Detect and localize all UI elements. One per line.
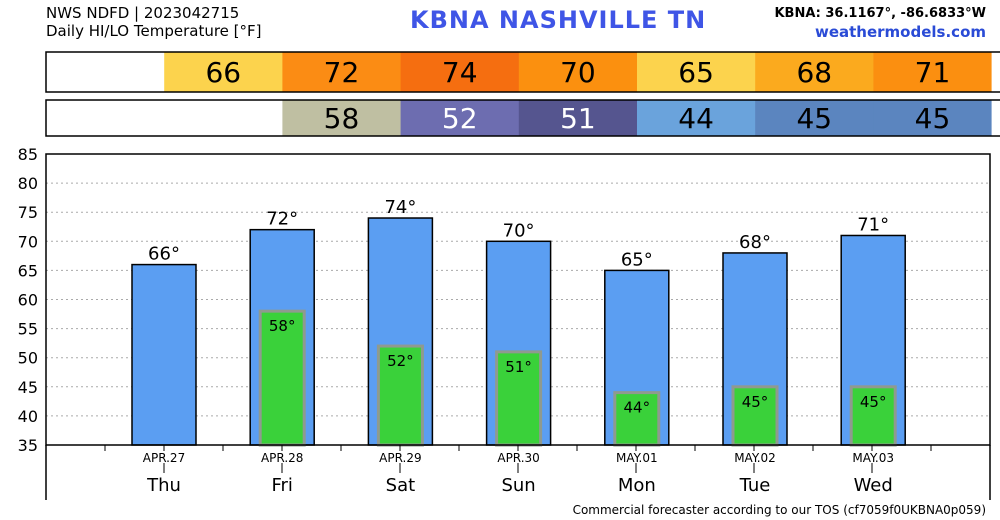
lo_strip-cell (282, 100, 402, 136)
y-tick-label: 80 (18, 174, 38, 193)
footer-note: Commercial forecaster according to our T… (573, 503, 986, 517)
hi-bar (131, 263, 197, 446)
hi_strip-cell (46, 52, 165, 92)
lo_strip-value: 44 (678, 102, 714, 135)
chart-bars: 66° 72° 58° 74° 52° 70° 51° 65° 44° 68° 45° 71° 45° (131, 197, 906, 447)
lo-bar (376, 344, 424, 447)
hi_strip-cell (400, 52, 520, 92)
y-tick-label: 55 (18, 320, 38, 339)
hi-data-label: 66° (148, 244, 180, 265)
hi_strip-value: 70 (560, 56, 596, 89)
x-day-label: Mon (618, 475, 656, 496)
lo_strip-cell (164, 100, 283, 136)
x-date-label: APR.30 (497, 451, 539, 465)
lo_strip-border (45, 99, 1000, 137)
lo_strip-value: 58 (324, 102, 360, 135)
x-day-label: Fri (271, 475, 292, 496)
y-tick-label: 85 (18, 145, 38, 164)
x-date-label: APR.29 (379, 451, 421, 465)
x-date-label: MAY.01 (616, 451, 658, 465)
y-tick-label: 35 (18, 436, 38, 455)
lo-data-label: 51° (505, 358, 532, 376)
hi_strip-border (45, 51, 1000, 93)
hi_strip-cell (873, 52, 993, 92)
hi_strip-cell (637, 52, 756, 92)
y-tick-label: 75 (18, 203, 38, 222)
y-tick-label: 45 (18, 378, 38, 397)
lo-data-label: 44° (624, 399, 651, 417)
lo_strip-value: 45 (796, 102, 832, 135)
lo-temperature-strip: 58 52 51 44 45 45 (45, 99, 1000, 137)
station-coords: KBNA: 36.1167°, -86.6833°W (774, 6, 986, 21)
hi_strip-value: 68 (796, 56, 832, 89)
hi-data-label: 74° (384, 197, 416, 218)
lo_strip-cell (400, 100, 520, 136)
hi_strip-value: 65 (678, 56, 714, 89)
hi-data-label: 68° (739, 232, 771, 253)
lo-data-label: 45° (742, 393, 769, 411)
x-date-label: MAY.02 (734, 451, 776, 465)
site-link[interactable]: weathermodels.com (814, 23, 986, 41)
lo_strip-value: 51 (560, 102, 596, 135)
y-tick-label: 65 (18, 261, 38, 280)
lo_strip-value: 45 (915, 102, 951, 135)
x-date-label: APR.27 (143, 451, 185, 465)
hi-data-label: 65° (621, 249, 653, 270)
variable-line: Daily HI/LO Temperature [°F] (46, 22, 262, 40)
product-line: NWS NDFD | 2023042715 (46, 4, 240, 22)
lo_strip-value: 52 (442, 102, 478, 135)
hi-data-label: 70° (503, 220, 535, 241)
hi_strip-value: 74 (442, 56, 478, 89)
x-date-label: APR.28 (261, 451, 303, 465)
hi_strip-value: 66 (205, 56, 241, 89)
x-day-label: Sat (386, 475, 416, 496)
x-day-label: Thu (146, 475, 181, 496)
chart-axes: 35 40 45 50 55 60 65 70 75 80 85 APR.27 Thu APR.28 Fri… (18, 145, 991, 500)
hi_strip-cell (755, 52, 874, 92)
x-day-label: Sun (501, 475, 535, 496)
hi_strip-cell (991, 52, 1000, 92)
x-day-label: Wed (854, 475, 893, 496)
lo-bar (495, 350, 543, 447)
lo-data-label: 45° (860, 393, 887, 411)
station-title: KBNA NASHVILLE TN (410, 6, 707, 34)
lo_strip-cell (991, 100, 1000, 136)
hi_strip-value: 72 (324, 56, 360, 89)
lo_strip-cell (46, 100, 165, 136)
hi-data-label: 71° (857, 214, 889, 235)
y-tick-label: 40 (18, 407, 38, 426)
lo-data-label: 58° (269, 317, 296, 335)
lo_strip-cell (755, 100, 874, 136)
lo-bar (731, 385, 779, 447)
lo-data-label: 52° (387, 352, 414, 370)
x-day-label: Tue (739, 475, 771, 496)
y-tick-label: 50 (18, 349, 38, 368)
hi_strip-cell (518, 52, 638, 92)
lo_strip-cell (873, 100, 993, 136)
lo-bar (849, 385, 897, 447)
lo_strip-cell (518, 100, 638, 136)
lo_strip-cell (637, 100, 756, 136)
hi_strip-cell (282, 52, 402, 92)
y-tick-label: 60 (18, 291, 38, 310)
y-tick-label: 70 (18, 232, 38, 251)
hi_strip-cell (164, 52, 283, 92)
lo-bar (258, 309, 306, 447)
hi_strip-value: 71 (915, 56, 951, 89)
x-date-label: MAY.03 (852, 451, 894, 465)
hi-temperature-strip: 66 72 74 70 65 68 71 (45, 51, 1000, 93)
hi-data-label: 72° (266, 209, 298, 230)
